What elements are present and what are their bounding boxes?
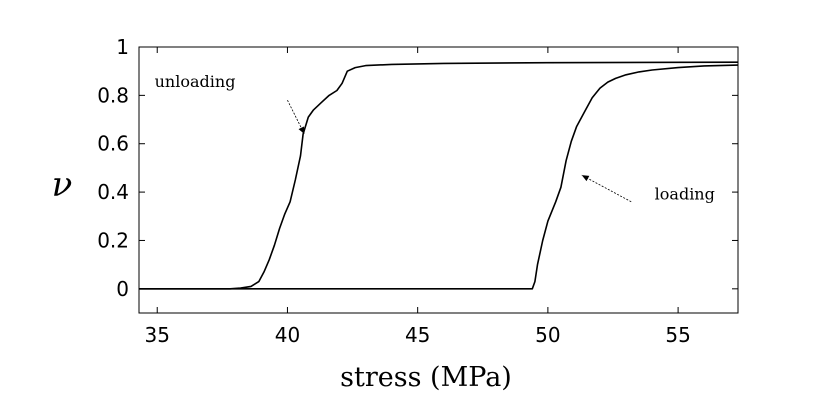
x-tick-label: 40 (275, 323, 300, 347)
x-tick-label: 55 (665, 323, 690, 347)
x-tick-label: 35 (145, 323, 170, 347)
y-tick-label: 0.4 (97, 180, 129, 204)
loading-curve (139, 64, 739, 290)
plot-area-frame (138, 46, 739, 314)
loading-annotation: loading (655, 184, 715, 203)
unloading-annotation: unloading (155, 72, 236, 91)
unloading-curve (139, 61, 739, 290)
y-tick-label: 0.8 (97, 83, 129, 107)
x-tick-label: 45 (405, 323, 430, 347)
y-tick-label: 0 (116, 277, 129, 301)
y-tick-label: 1 (116, 35, 129, 59)
annotation-arrow (581, 174, 632, 203)
y-tick-label: 0.6 (97, 132, 129, 156)
y-axis-label: ν (52, 165, 73, 205)
x-tick-label: 50 (535, 323, 560, 347)
annotation-arrowhead (298, 126, 305, 135)
annotation-arrowhead (581, 175, 590, 182)
y-tick-label: 0.2 (97, 228, 129, 252)
x-axis-label: stress (MPa) (340, 362, 512, 393)
